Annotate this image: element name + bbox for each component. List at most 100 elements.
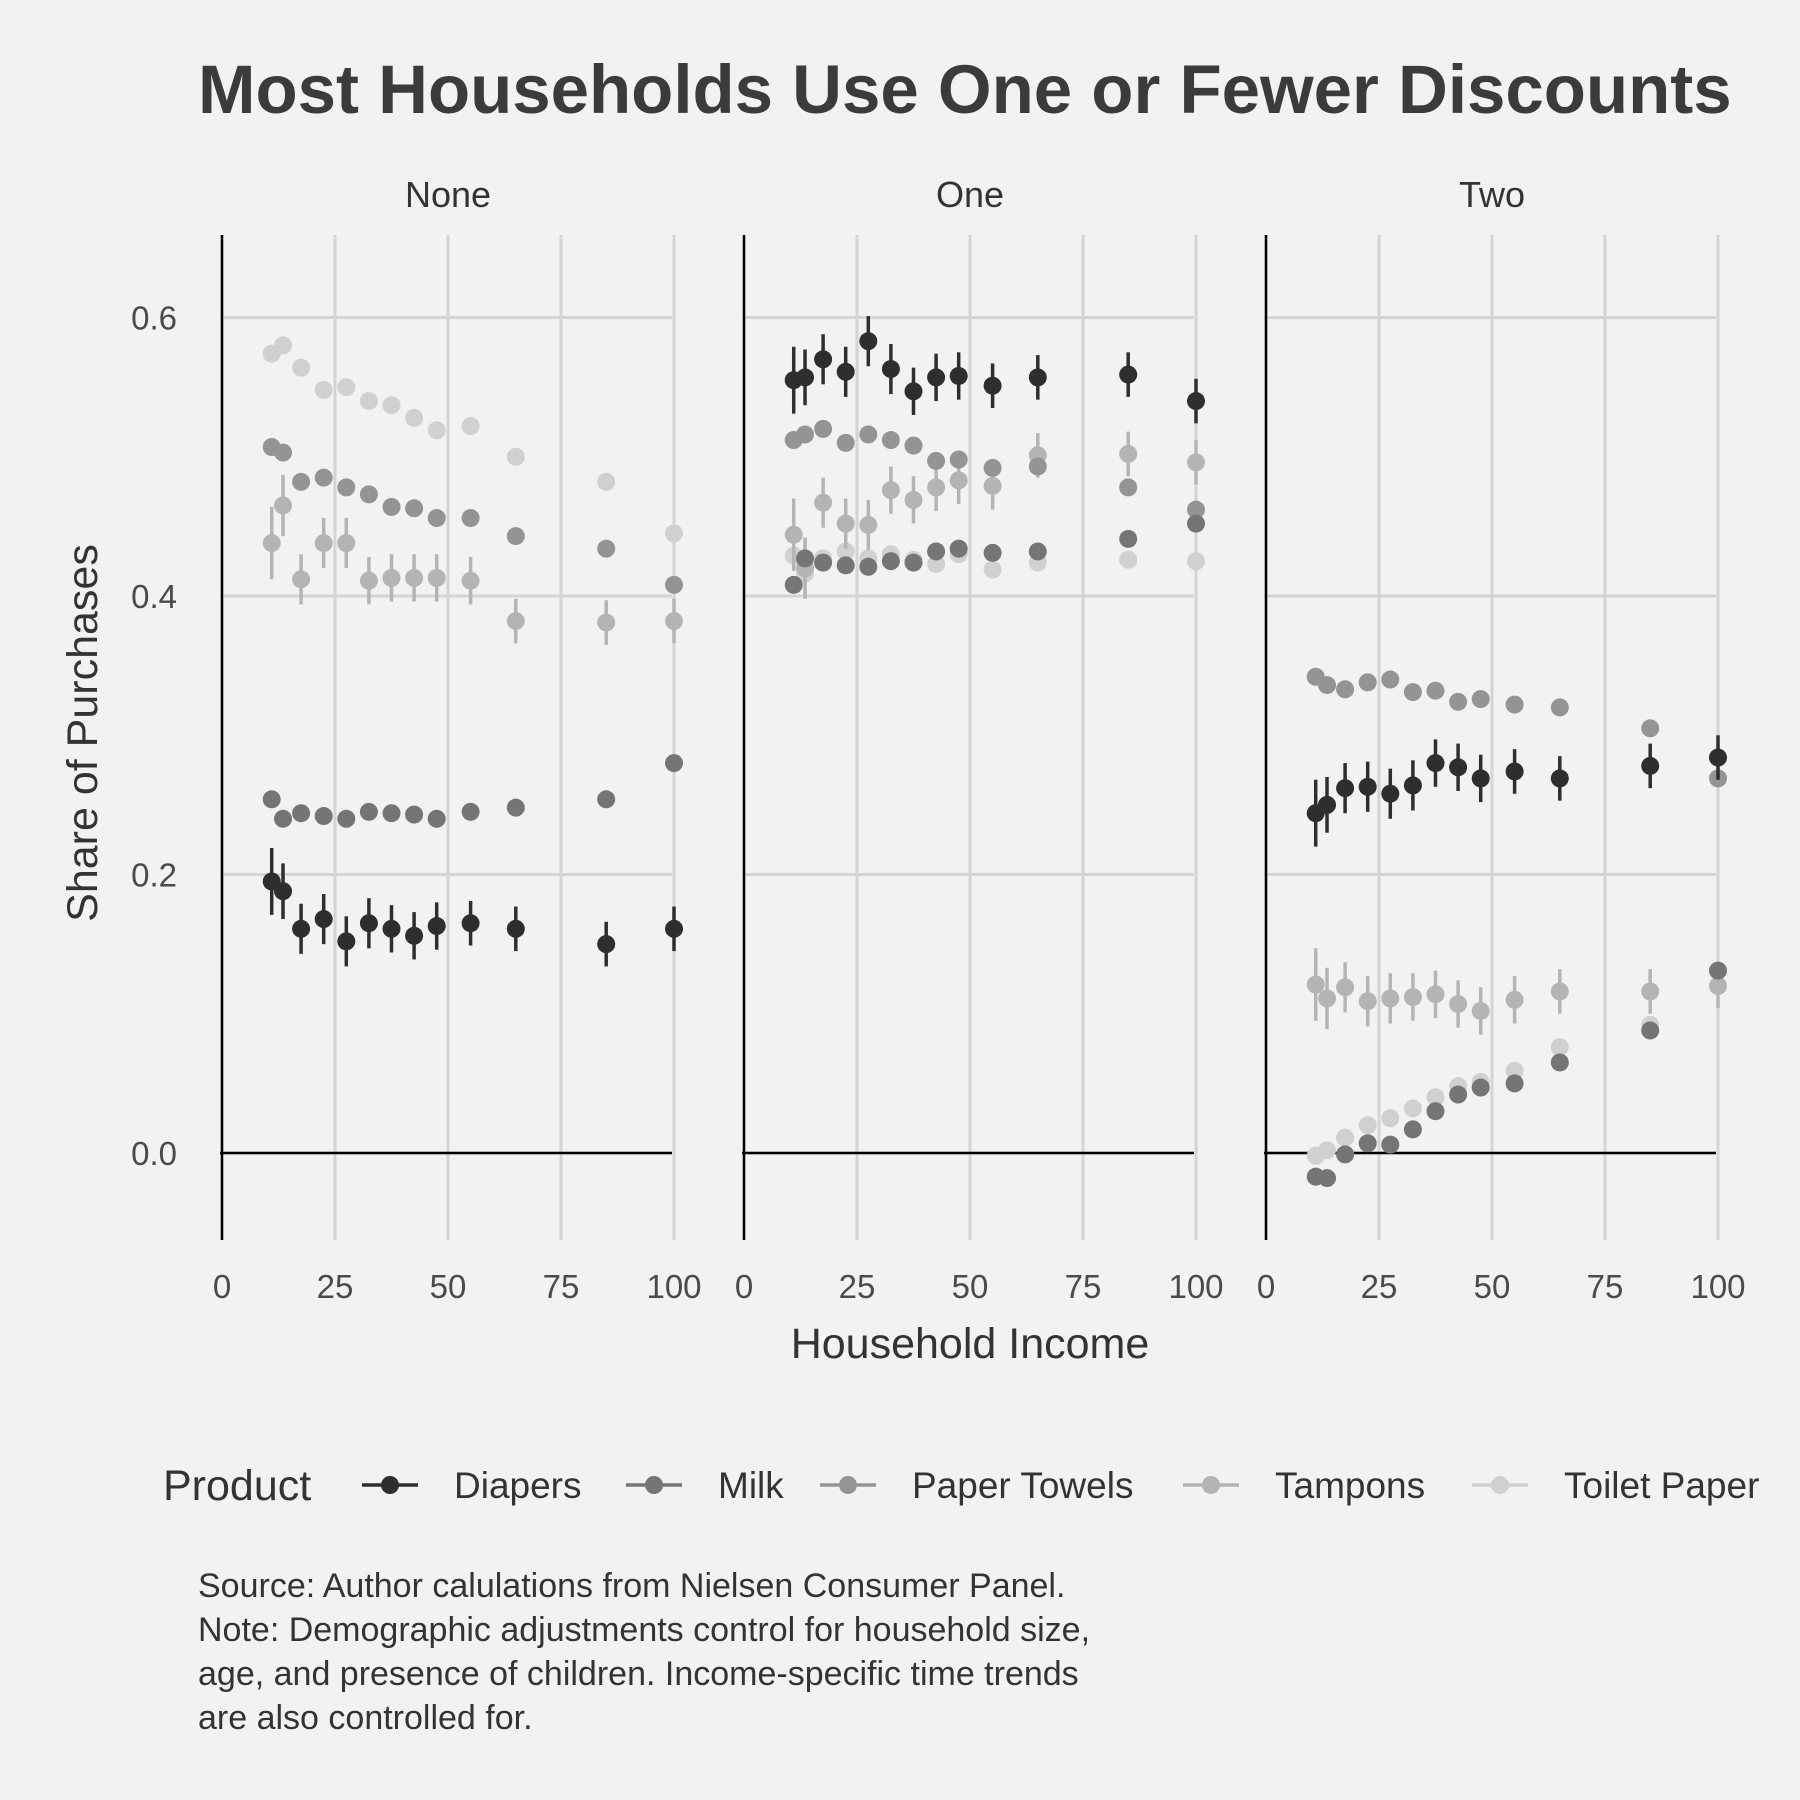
series-paper-towels bbox=[784, 419, 1205, 519]
data-point bbox=[262, 534, 281, 553]
data-point bbox=[506, 527, 525, 546]
data-point bbox=[314, 910, 333, 929]
data-point bbox=[262, 790, 281, 809]
x-axis-title: Household Income bbox=[791, 1320, 1150, 1368]
y-axis-title: Share of Purchases bbox=[59, 544, 107, 922]
caption-line: Source: Author calulations from Nielsen … bbox=[198, 1567, 1065, 1605]
data-point bbox=[1449, 692, 1468, 711]
legend-key-point bbox=[1202, 1476, 1220, 1494]
data-point bbox=[1187, 514, 1205, 533]
data-point bbox=[1318, 1169, 1337, 1188]
data-point bbox=[1358, 992, 1377, 1011]
data-point bbox=[927, 368, 946, 387]
series-milk bbox=[784, 514, 1205, 594]
data-point bbox=[1336, 1145, 1355, 1164]
data-point bbox=[1550, 982, 1569, 1001]
data-point bbox=[337, 478, 356, 497]
data-point bbox=[1119, 550, 1138, 569]
data-point bbox=[1187, 500, 1205, 519]
data-point bbox=[461, 571, 480, 590]
data-point bbox=[1641, 756, 1660, 775]
data-point bbox=[1306, 975, 1325, 994]
data-point bbox=[1471, 1078, 1490, 1097]
data-point bbox=[814, 350, 833, 369]
data-point bbox=[1550, 1038, 1569, 1057]
data-point bbox=[359, 392, 378, 411]
panel-two: Two 0 25 50 75 100 bbox=[1257, 174, 1746, 1305]
data-point bbox=[1318, 676, 1337, 695]
data-point bbox=[1449, 1085, 1468, 1104]
gridlines bbox=[220, 235, 676, 1240]
data-point bbox=[597, 613, 616, 632]
data-point bbox=[1449, 995, 1468, 1014]
data-point bbox=[292, 804, 311, 823]
series-diapers bbox=[262, 848, 683, 967]
data-point bbox=[904, 382, 923, 401]
data-point bbox=[1318, 1141, 1337, 1160]
data-point bbox=[382, 497, 401, 516]
data-point bbox=[314, 534, 333, 553]
data-point bbox=[1381, 1135, 1400, 1154]
data-point bbox=[784, 575, 803, 594]
series-paper-towels bbox=[1306, 667, 1727, 788]
data-point bbox=[859, 515, 878, 534]
data-point bbox=[1318, 989, 1337, 1008]
data-point bbox=[461, 802, 480, 821]
x-tick-label: 100 bbox=[1168, 1268, 1223, 1305]
data-point bbox=[1426, 681, 1445, 700]
data-point bbox=[1381, 784, 1400, 803]
data-point bbox=[359, 485, 378, 504]
data-point bbox=[274, 809, 293, 828]
legend-label: Paper Towels bbox=[912, 1465, 1133, 1506]
facet-label: Two bbox=[1459, 174, 1525, 215]
data-point bbox=[1358, 673, 1377, 692]
data-point bbox=[1358, 1116, 1377, 1135]
x-tick-label: 50 bbox=[952, 1268, 989, 1305]
data-point bbox=[1403, 1099, 1422, 1118]
data-point bbox=[1403, 1120, 1422, 1139]
facet-label: One bbox=[936, 174, 1004, 215]
data-point bbox=[337, 378, 356, 397]
data-point bbox=[983, 560, 1002, 579]
data-point bbox=[1505, 1074, 1524, 1093]
legend-item-toilet-paper: Toilet Paper bbox=[1472, 1465, 1759, 1506]
data-point bbox=[859, 425, 878, 444]
data-point bbox=[1358, 777, 1377, 796]
panels: None 0 25 50 75 100 One 0 25 50 75 100 Two 0 25 50 75 100 bbox=[213, 174, 1746, 1305]
data-point bbox=[1187, 552, 1205, 571]
data-point bbox=[814, 553, 833, 572]
data-point bbox=[1028, 368, 1047, 387]
data-point bbox=[314, 380, 333, 399]
data-point bbox=[796, 425, 815, 444]
data-point bbox=[1381, 670, 1400, 689]
gridlines bbox=[1264, 235, 1720, 1240]
legend-label: Tampons bbox=[1275, 1465, 1425, 1506]
data-point bbox=[1119, 478, 1138, 497]
data-point bbox=[796, 549, 815, 568]
legend-label: Diapers bbox=[454, 1465, 582, 1506]
data-point bbox=[1426, 1088, 1445, 1107]
data-point bbox=[859, 332, 878, 351]
series-diapers bbox=[1306, 735, 1727, 847]
data-point bbox=[1119, 444, 1138, 463]
data-point bbox=[1709, 961, 1727, 980]
data-point bbox=[859, 557, 878, 576]
data-point bbox=[949, 539, 968, 558]
data-point bbox=[665, 612, 683, 631]
data-point bbox=[983, 476, 1002, 495]
chart-title: Most Households Use One or Fewer Discoun… bbox=[198, 51, 1732, 128]
data-point bbox=[983, 376, 1002, 395]
data-point bbox=[461, 509, 480, 528]
data-point bbox=[405, 499, 424, 518]
y-axis: 0.0 0.2 0.4 0.6 bbox=[131, 300, 177, 1173]
x-tick-label: 0 bbox=[1257, 1268, 1275, 1305]
data-point bbox=[1318, 795, 1337, 814]
legend-item-tampons: Tampons bbox=[1183, 1465, 1425, 1506]
x-tick-label: 0 bbox=[213, 1268, 231, 1305]
data-point bbox=[274, 882, 293, 901]
data-point bbox=[506, 919, 525, 938]
data-point bbox=[1641, 719, 1660, 738]
y-tick-label: 0.6 bbox=[131, 300, 177, 337]
legend-label: Milk bbox=[718, 1465, 784, 1506]
x-tick-label: 50 bbox=[1474, 1268, 1511, 1305]
